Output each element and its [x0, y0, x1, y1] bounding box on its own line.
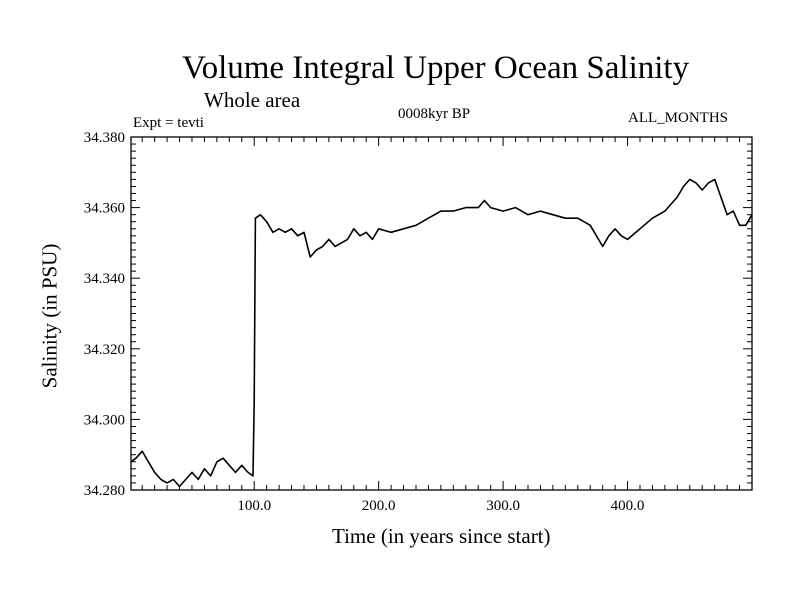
period-label: 0008kyr BP [398, 106, 471, 122]
x-tick-label: 100.0 [237, 498, 271, 514]
x-tick-label: 200.0 [362, 498, 396, 514]
y-tick-label: 34.320 [84, 342, 125, 358]
y-tick-label: 34.340 [84, 271, 125, 287]
axis-tick-labels: 100.0 200.0 300.0 400.0 34.280 34.300 34.320 34… [84, 130, 645, 514]
axis-ticks [131, 137, 752, 490]
months-label: ALL_MONTHS [628, 110, 728, 126]
x-axis-label: Time (in years since start) [332, 524, 551, 548]
plot-frame [130, 136, 753, 491]
y-tick-label: 34.380 [84, 130, 125, 146]
chart-subtitle: Whole area [204, 88, 301, 112]
x-tick-label: 400.0 [611, 498, 645, 514]
y-tick-label: 34.300 [84, 412, 125, 428]
chart-title: Volume Integral Upper Ocean Salinity [182, 50, 690, 86]
x-tick-label: 300.0 [486, 498, 520, 514]
y-tick-label: 34.280 [84, 483, 125, 499]
series-group [130, 178, 753, 488]
series-line-0 [130, 178, 753, 488]
y-tick-label: 34.360 [84, 201, 125, 217]
experiment-label: Expt = tevti [133, 115, 204, 131]
